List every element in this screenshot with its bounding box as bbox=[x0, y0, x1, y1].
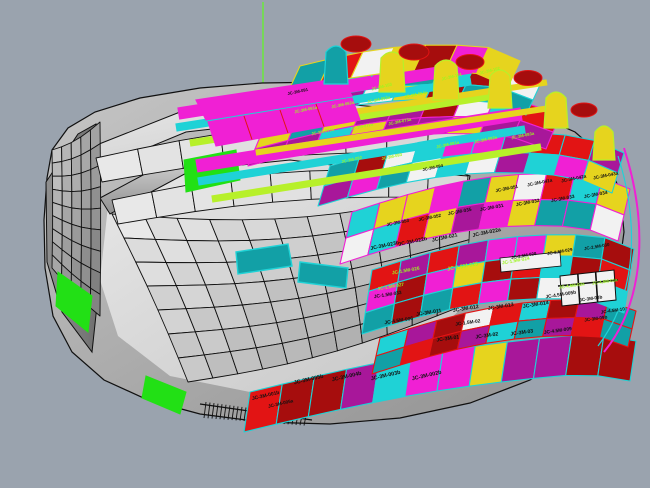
hull-cyan-patch-2[interactable] bbox=[297, 261, 349, 289]
hull-tile bbox=[80, 169, 92, 192]
deck-cap-5[interactable] bbox=[570, 102, 598, 118]
panel-block[interactable] bbox=[571, 234, 606, 260]
panel-band-tier3[interactable] bbox=[339, 173, 631, 265]
bulkhead-wing[interactable] bbox=[378, 51, 406, 93]
bulkhead-wing[interactable] bbox=[432, 59, 460, 101]
bulkhead-wing-2[interactable] bbox=[432, 59, 460, 101]
hull-cyan-patch-1[interactable] bbox=[235, 243, 293, 275]
panel-block[interactable] bbox=[477, 278, 512, 305]
deck-stringer-cyan-2[interactable] bbox=[197, 125, 526, 186]
panel-block[interactable] bbox=[507, 276, 541, 302]
wireframe-group bbox=[597, 147, 641, 353]
hull-tile bbox=[71, 172, 82, 193]
bulkhead-wing[interactable] bbox=[323, 45, 349, 85]
stern-outline-inner bbox=[597, 155, 633, 347]
hull-tile bbox=[80, 188, 92, 210]
panel-block[interactable] bbox=[517, 299, 552, 322]
panel-block[interactable] bbox=[565, 334, 605, 377]
slab-seam bbox=[279, 109, 289, 134]
stern-frame-line bbox=[557, 279, 619, 287]
slab-seam bbox=[243, 115, 253, 140]
deck-cap-2[interactable] bbox=[398, 43, 430, 61]
stern-outline bbox=[603, 147, 641, 353]
panel-block[interactable] bbox=[542, 316, 576, 338]
slab-seam bbox=[315, 103, 325, 127]
panel-blocks-group bbox=[175, 35, 637, 433]
bulkhead-wing-5[interactable] bbox=[323, 45, 349, 85]
deck-stringer-lime-2[interactable] bbox=[211, 143, 542, 203]
stern-frame-line bbox=[577, 273, 581, 305]
hull-tile bbox=[61, 190, 73, 209]
panel-block[interactable] bbox=[582, 159, 619, 194]
hull-belly-mesh bbox=[111, 189, 471, 383]
hull-highlight-patch-2[interactable] bbox=[55, 271, 93, 333]
panel-block[interactable] bbox=[589, 203, 625, 242]
hull-tile bbox=[80, 208, 92, 230]
stern-frame-line bbox=[594, 271, 599, 303]
hull-tile bbox=[51, 161, 63, 177]
panel-block[interactable] bbox=[570, 316, 605, 338]
bulkhead-wing[interactable] bbox=[592, 125, 616, 161]
hull-tile bbox=[90, 186, 102, 210]
bulkhead-wing-1[interactable] bbox=[378, 51, 406, 93]
deck-cap-1[interactable] bbox=[340, 35, 372, 53]
stern-inspection-panel[interactable] bbox=[559, 269, 617, 307]
hull-highlight-patch-3[interactable] bbox=[141, 375, 187, 415]
panel-block[interactable] bbox=[513, 317, 548, 340]
hull-tile bbox=[51, 146, 63, 164]
hull-tile bbox=[274, 216, 314, 240]
interior-white-band bbox=[499, 251, 562, 273]
hull-tile bbox=[71, 190, 82, 210]
hull-tile bbox=[70, 154, 82, 176]
hull-tile bbox=[90, 207, 102, 231]
bulkhead-wing[interactable] bbox=[487, 69, 513, 109]
deck-cap-4[interactable] bbox=[513, 70, 543, 86]
fore-deck-slab-magenta[interactable] bbox=[195, 77, 353, 121]
hull-tile bbox=[263, 277, 300, 303]
hull-tile bbox=[51, 175, 63, 192]
panel-block[interactable] bbox=[599, 318, 633, 348]
hull-tile bbox=[61, 158, 73, 177]
bulkhead-wing-4[interactable] bbox=[543, 91, 569, 129]
bulkhead-wing-6[interactable] bbox=[592, 125, 616, 161]
hull-tile bbox=[90, 228, 102, 252]
bulkhead-wing-3[interactable] bbox=[487, 69, 513, 109]
deck-cap-3[interactable] bbox=[455, 54, 485, 70]
bulkhead-wing[interactable] bbox=[543, 91, 569, 129]
hull-tile bbox=[61, 174, 73, 193]
